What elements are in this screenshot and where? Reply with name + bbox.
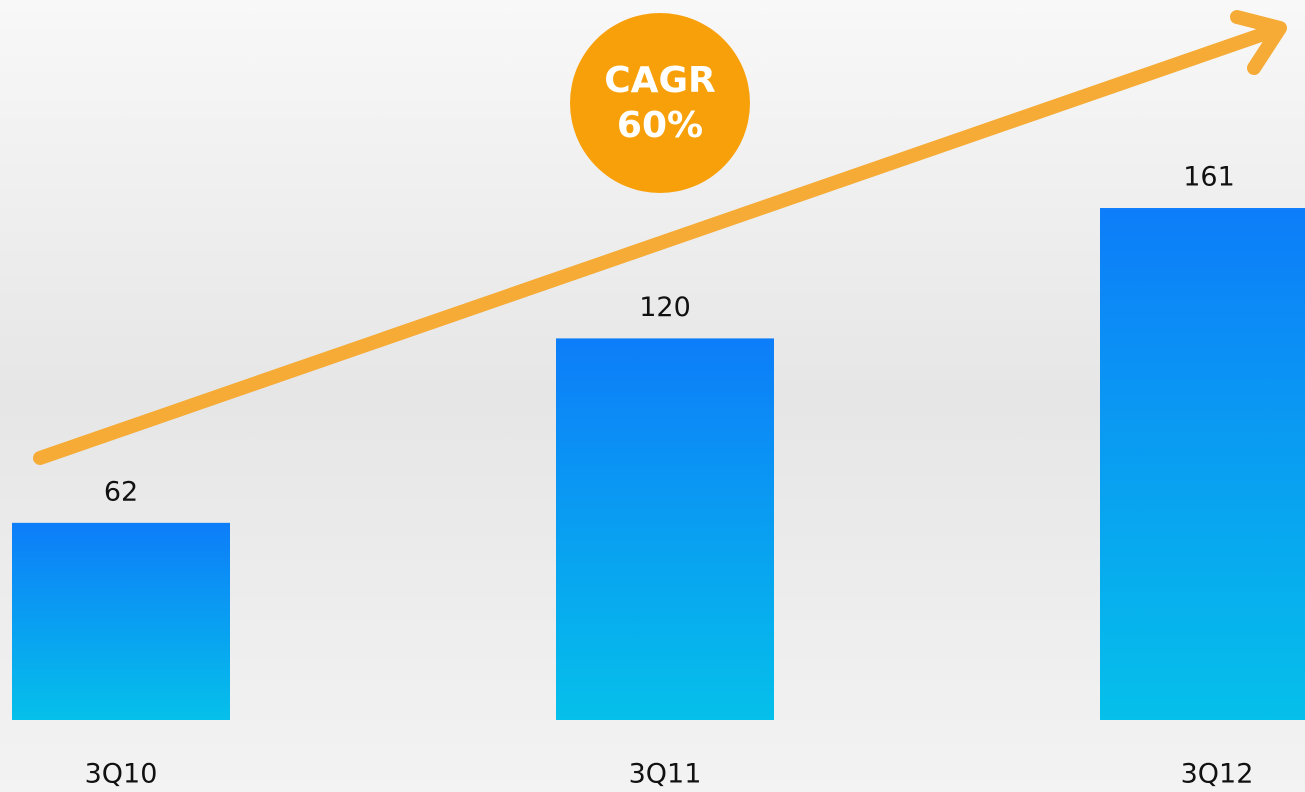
value-label: 62 <box>104 476 138 507</box>
trend-arrow <box>33 10 1287 465</box>
bar <box>556 338 774 720</box>
x-tick-label: 3Q10 <box>85 759 158 790</box>
x-tick-label: 3Q12 <box>1181 759 1254 790</box>
bar <box>12 522 230 720</box>
value-label: 120 <box>639 292 691 323</box>
value-label: 161 <box>1183 162 1235 193</box>
annotation-line: 60% <box>617 105 703 146</box>
x-tick-label: 3Q11 <box>629 759 702 790</box>
annotation-line: CAGR <box>604 60 716 101</box>
bars <box>12 208 1305 720</box>
bar <box>1100 208 1305 720</box>
cagr-badge <box>570 13 750 193</box>
